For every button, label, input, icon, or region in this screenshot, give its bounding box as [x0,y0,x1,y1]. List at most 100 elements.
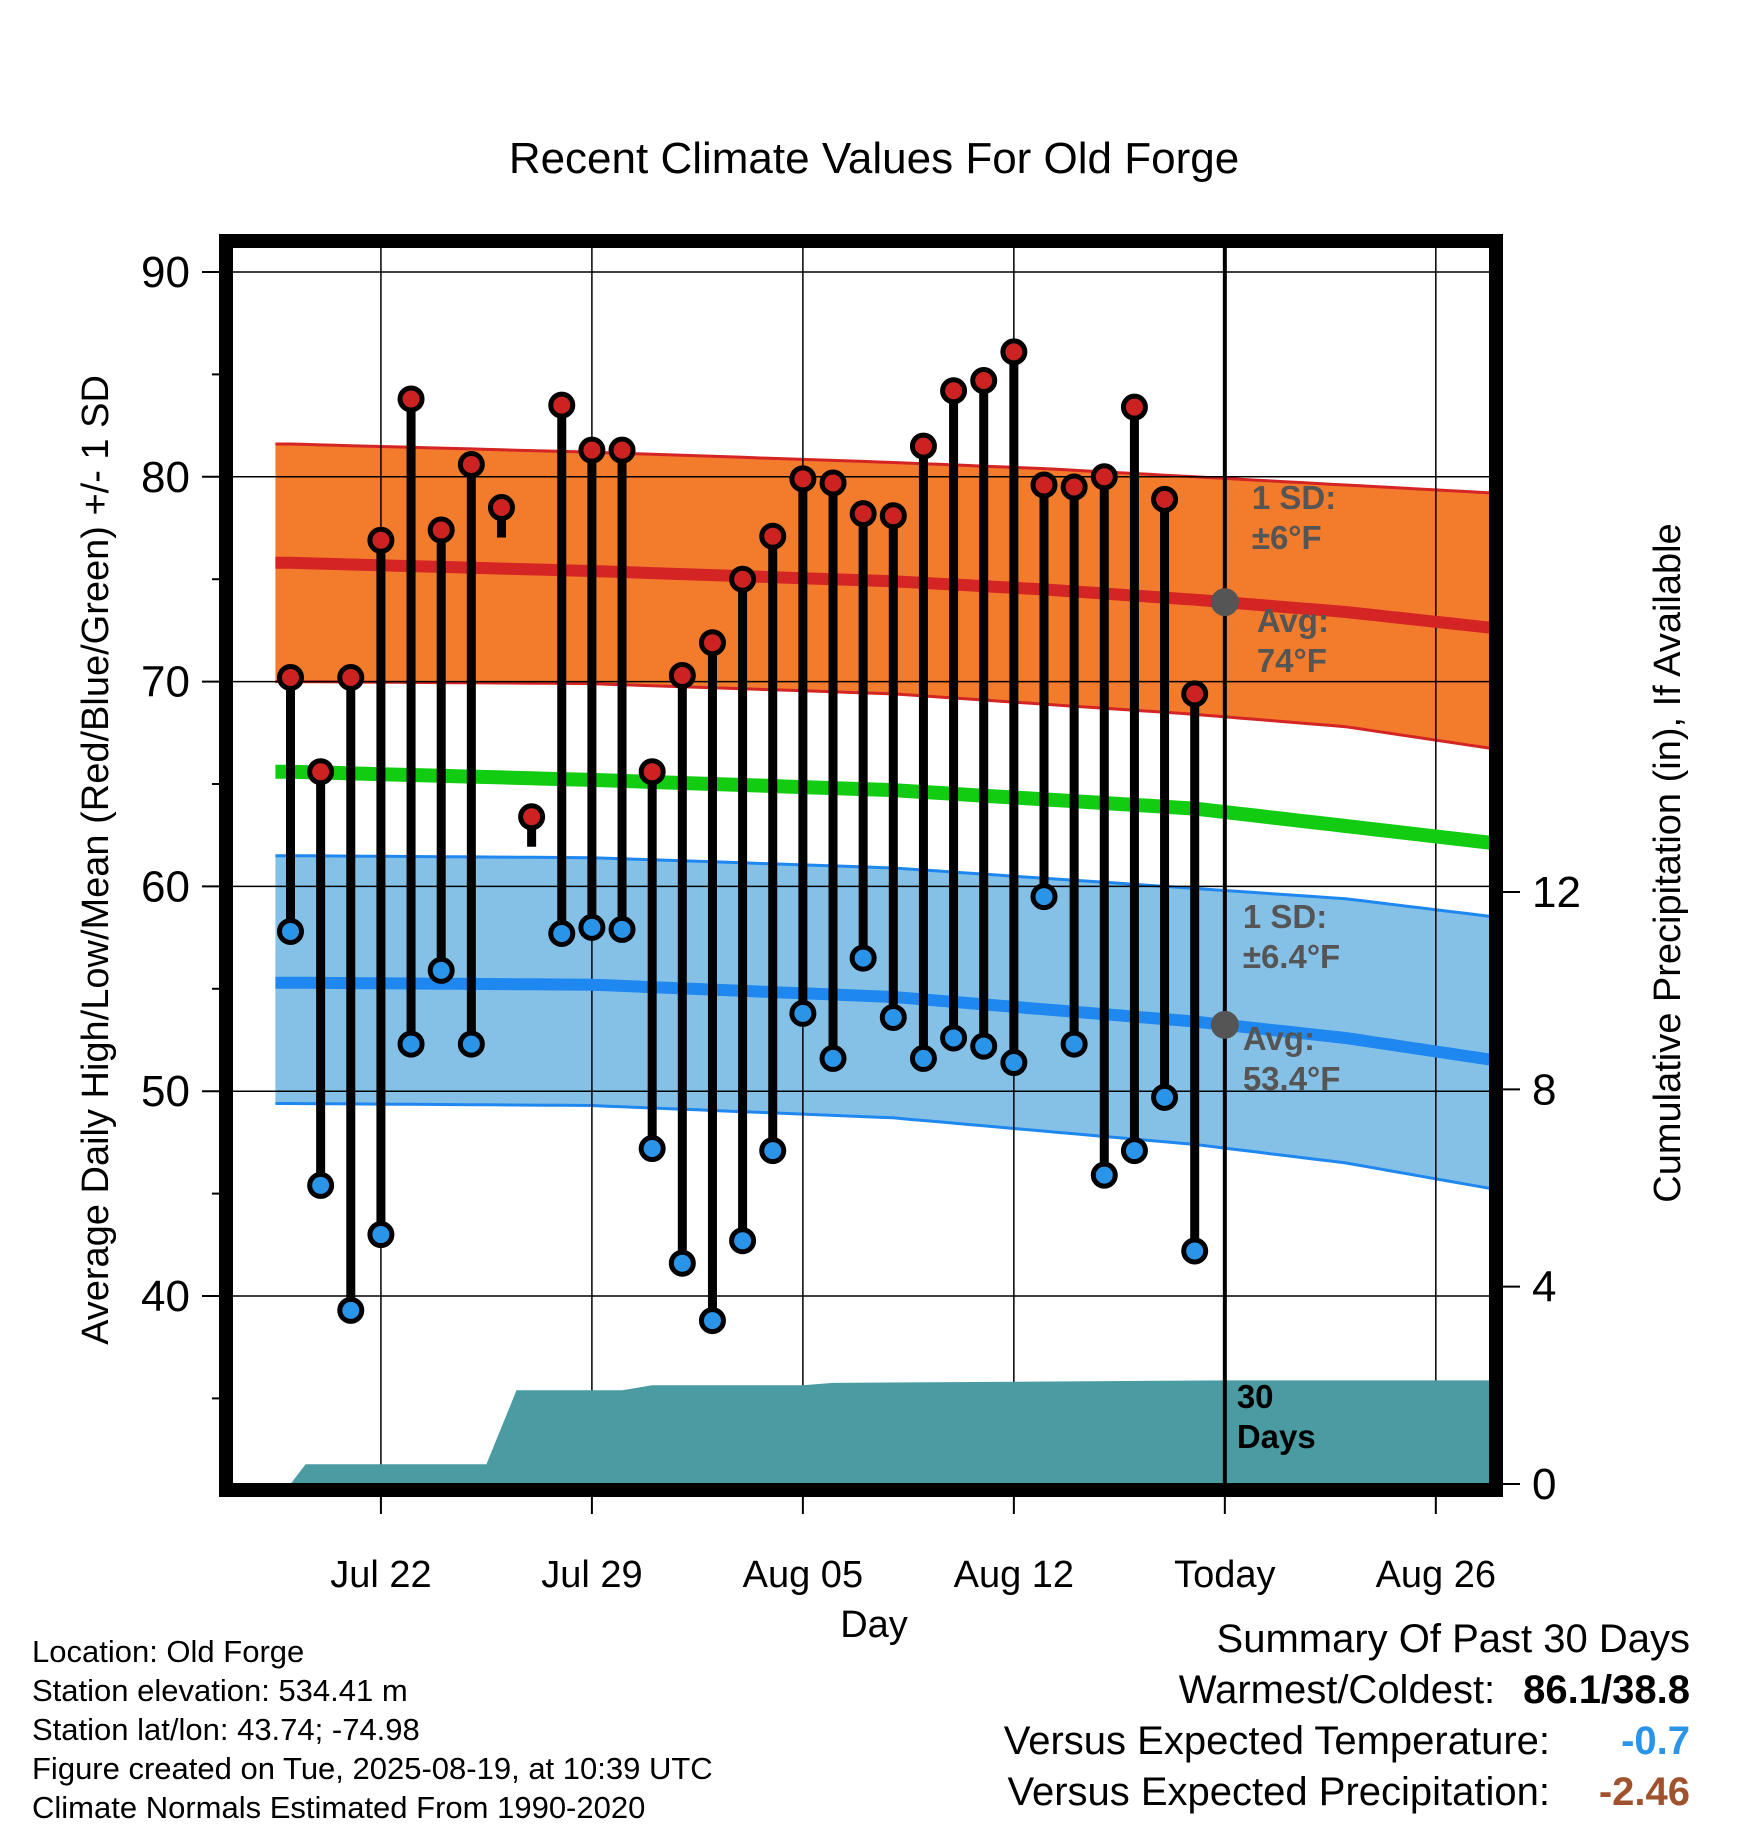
daily-high-point [1090,463,1118,491]
daily-low-point [1030,883,1058,911]
daily-high-point [729,565,757,593]
summary-title: Summary Of Past 30 Days [1216,1617,1690,1661]
daily-high-point [367,526,395,554]
daily-low-point [698,1307,726,1335]
low-sd-annotation: 1 SD: ±6.4°F [1243,898,1340,975]
y2-axis-label: Cumulative Precipitation (in), If Availa… [1647,523,1689,1202]
high-sd-annotation: 1 SD: ±6°F [1252,479,1336,556]
daily-low-point [819,1044,847,1072]
normal-low-line [275,976,1490,1066]
daily-high-point [337,664,365,692]
day-observation [1090,463,1118,1189]
day-observation [427,516,455,984]
day-observation [759,522,787,1165]
day-observation [940,377,968,1052]
daily-low-point [1151,1083,1179,1111]
summary-temp-row: Versus Expected Temperature: -0.7 [1004,1716,1690,1767]
high-avg-annotation: Avg: 74°F [1257,602,1329,679]
elevation-text: Station elevation: 534.41 m [32,1673,408,1708]
warm-cold-value: 86.1/38.8 [1523,1668,1690,1712]
low-sd-band-upper-edge [275,854,1490,918]
day-observation [1030,471,1058,911]
daily-low-point [879,1003,907,1031]
daily-high-point [277,664,304,692]
daily-high-point [1181,680,1209,708]
day-observation [367,526,395,1249]
today-low-avg-marker [1210,1010,1239,1039]
day-observation [457,451,485,1058]
daily-high-point [849,500,877,528]
high-sd-band [275,444,1490,749]
y-axis-label: Average Daily High/Low/Mean (Red/Blue/Gr… [75,375,117,1345]
precip-vs-expected-value: -2.46 [1598,1770,1690,1814]
x-tick-label: Aug 12 [954,1554,1074,1596]
daily-low-point [729,1227,757,1255]
plot-frame-layer [219,234,1503,1497]
summary-warm-cold-row: Warmest/Coldest: 86.1/38.8 [1004,1665,1690,1716]
daily-low-point [638,1135,666,1163]
temp-vs-expected-label: Versus Expected Temperature: [1003,1719,1550,1763]
day-observation [970,367,998,1060]
daily-low-point [1120,1137,1148,1165]
daily-low-point [608,915,636,943]
today-high-avg-marker [1210,588,1239,617]
day-observation [849,500,877,972]
latlon-text: Station lat/lon: 43.74; -74.98 [32,1712,420,1747]
day-observation [638,758,666,1163]
y2-tick-label: 12 [1532,868,1581,917]
daily-observations [277,338,1209,1335]
low-sd-band-lower-edge [275,1102,1490,1190]
daily-low-point [789,999,817,1027]
x-tick-label: Jul 29 [541,1554,642,1596]
daily-high-point [819,469,847,497]
day-observation [1151,485,1179,1111]
daily-high-point [397,385,425,413]
day-observation [277,664,304,945]
x-tick-label: Aug 26 [1376,1554,1496,1596]
daily-high-point [879,502,907,530]
y2-tick-label: 0 [1532,1460,1556,1509]
daily-low-point [1181,1237,1209,1265]
daily-high-point [457,451,485,479]
daily-low-point [849,944,877,972]
daily-high-point [1030,471,1058,499]
daily-low-point [1000,1049,1028,1077]
daily-low-point [367,1221,395,1249]
y-tick-label: 60 [141,862,190,911]
axes-layer: 40 50 60 70 80 90 0 4 8 12 Jul 22 Jul 29 Aug 05 Aug 1… [141,248,1581,1596]
summary-precip-row: Versus Expected Precipitation: -2.46 [1004,1767,1690,1818]
day-observation [668,661,696,1277]
daily-low-point [397,1030,425,1058]
daily-high-point [698,629,726,657]
daily-low-point [337,1296,365,1324]
normal-lines [275,556,1490,1066]
daily-high-point [638,758,666,786]
precip-vs-expected-label: Versus Expected Precipitation: [1007,1770,1550,1814]
warm-cold-label: Warmest/Coldest: [1178,1668,1496,1712]
daily-high-point [578,436,606,464]
daily-low-point [307,1171,335,1199]
daily-high-point [1151,485,1179,513]
day-observation [729,565,757,1255]
daily-low-point [909,1044,937,1072]
day-observation [397,385,425,1058]
created-text: Figure created on Tue, 2025-08-19, at 10… [32,1751,713,1786]
high-sd-band-lower-edge [275,680,1490,750]
day-observation [909,432,937,1072]
daily-high-point [307,758,335,786]
location-text: Location: Old Forge [32,1634,305,1669]
daily-low-point [277,917,304,945]
high-sd-band-upper-edge [275,442,1490,495]
day-observation [548,391,576,948]
daily-low-point [578,913,606,941]
today-layer [1210,247,1239,1484]
daily-high-point [759,522,787,550]
daily-high-point [487,494,515,522]
plot-frame [219,234,1503,1497]
day-observation [518,803,546,847]
daily-high-point [1120,393,1148,421]
daily-low-point [668,1249,696,1277]
chart-title: Recent Climate Values For Old Forge [509,134,1239,183]
day-observation [879,502,907,1031]
